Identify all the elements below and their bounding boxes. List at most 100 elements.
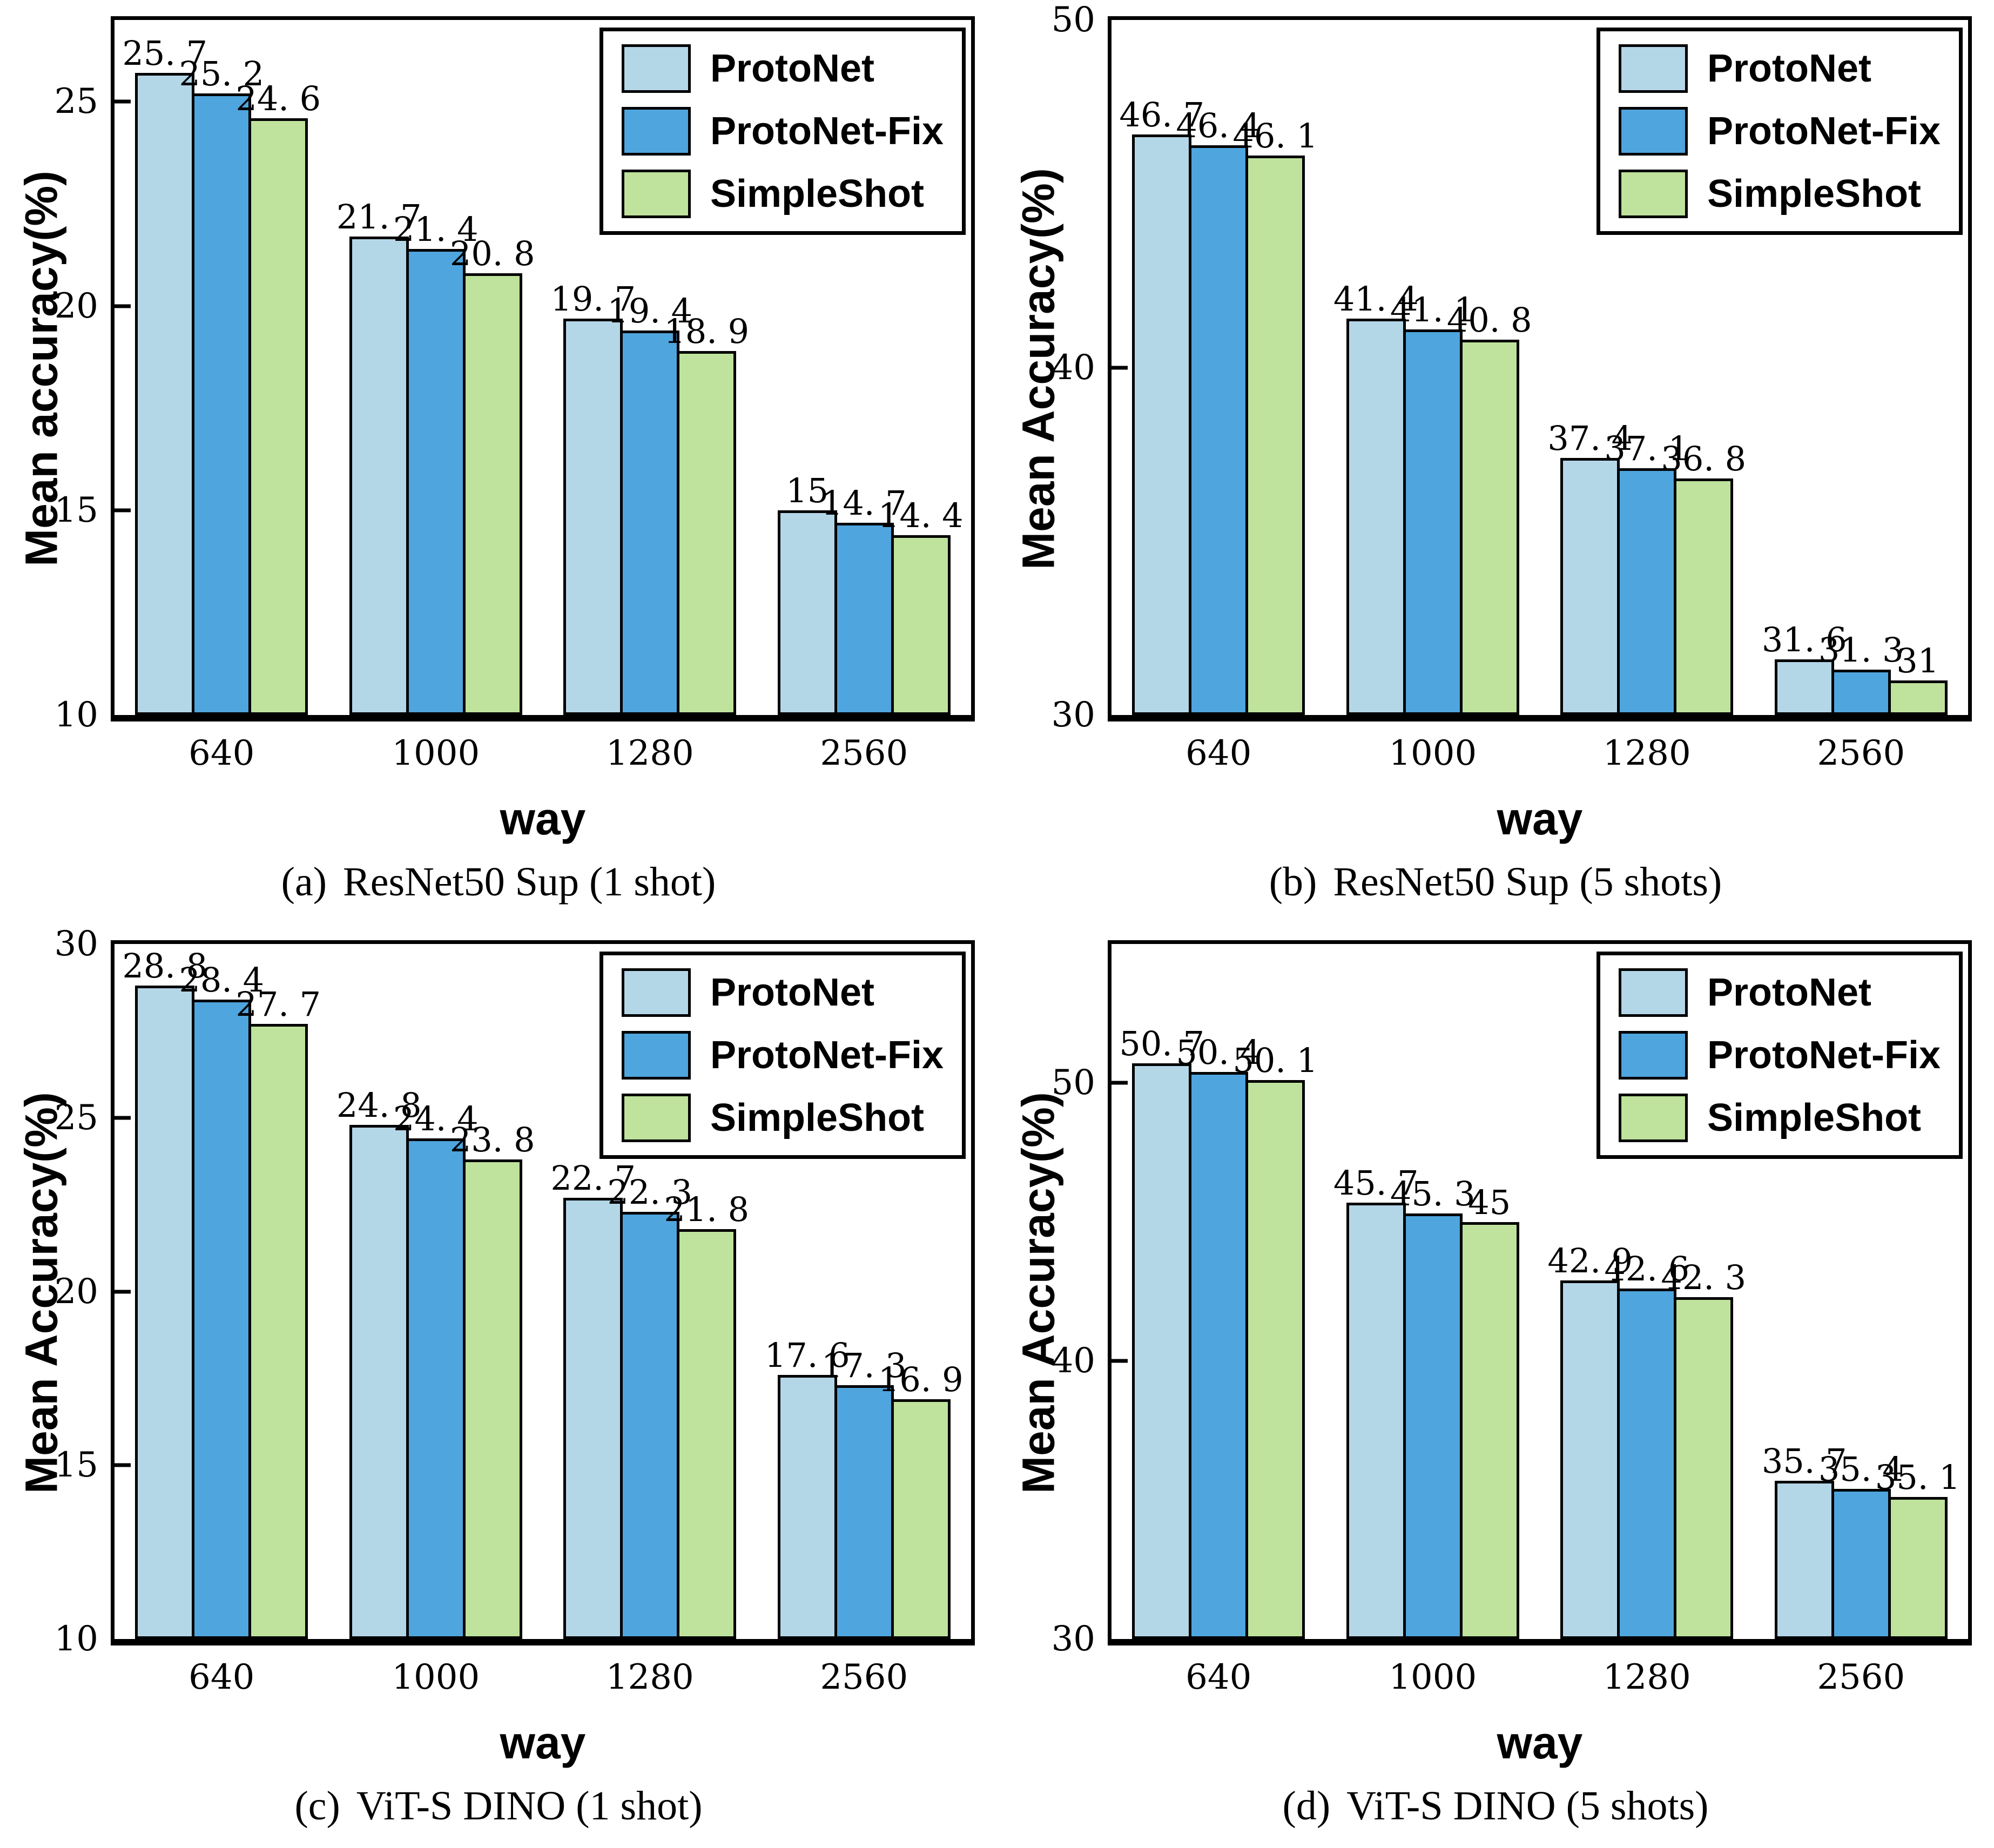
bar-group-1280: 42. 9 42. 6 42. 3 1280 <box>1540 944 1754 1697</box>
y-tick-label: 30 <box>1051 1619 1095 1659</box>
bar-protonet-640: 50. 7 <box>1119 1027 1204 1639</box>
bar-protonet-fix-1280: 42. 6 <box>1604 1252 1689 1639</box>
bar-value-label: 45 <box>1468 1182 1511 1222</box>
bar-group-2560: 31. 6 31. 3 31 2560 <box>1754 20 1969 773</box>
bar-simpleshot-1000: 45 <box>1459 1185 1519 1639</box>
y-tick-label: 15 <box>54 490 98 531</box>
legend-label: ProtoNet-Fix <box>710 1034 944 1077</box>
bar-value-label: 24. 4 <box>393 1099 479 1139</box>
chart-panel-a: Mean accuracy(%) ProtoNet ProtoNet-Fix S… <box>0 0 997 924</box>
legend-label: ProtoNet <box>710 47 874 90</box>
legend-label: ProtoNet-Fix <box>1707 110 1941 153</box>
bar-simpleshot-640: 27. 7 <box>235 988 321 1639</box>
bar-protonet-1280: 42. 9 <box>1547 1244 1633 1639</box>
bar-protonet-1280: 22. 7 <box>550 1161 636 1639</box>
bar-group-1280: 19. 7 19. 4 18. 9 1280 <box>543 20 757 773</box>
bar-value-label: 15 <box>786 471 829 511</box>
legend-label: SimpleShot <box>1707 1096 1922 1139</box>
y-tick <box>114 1116 131 1120</box>
bar-group-1000: 41. 4 41. 1 40. 8 1000 <box>1326 20 1540 773</box>
bar-simpleshot-2560: 16. 9 <box>878 1363 964 1639</box>
y-tick <box>114 1290 131 1293</box>
bar-protonet-1280: 19. 7 <box>550 282 636 715</box>
caption: (b) ResNet50 Sup (5 shots) <box>997 859 1994 906</box>
bar-value-label: 20. 8 <box>449 234 535 274</box>
bar-protonet-fix-640: 46. 4 <box>1176 109 1261 715</box>
legend-item-protonet-fix: ProtoNet-Fix <box>622 107 944 156</box>
caption-text: ViT-S DINO (1 shot) <box>356 1783 703 1829</box>
bar-protonet-640: 25. 7 <box>122 37 207 715</box>
y-axis-label: Mean accuracy(%) <box>16 171 67 567</box>
legend-item-protonet: ProtoNet <box>1619 44 1941 93</box>
y-tick-label: 40 <box>1051 347 1095 388</box>
bar-value-label: 24. 8 <box>336 1085 422 1125</box>
bar-value-label: 14. 4 <box>878 495 964 535</box>
bar-protonet-1280: 37. 4 <box>1547 421 1633 715</box>
x-axis-label: way <box>500 1717 586 1768</box>
x-tick-label: 640 <box>1185 733 1252 773</box>
y-axis-label: Mean Accuracy(%) <box>1013 1092 1064 1494</box>
bar-protonet-fix-1280: 37. 1 <box>1604 432 1689 715</box>
bar-simpleshot-640: 24. 6 <box>235 82 321 715</box>
bar-value-label: 50. 7 <box>1119 1024 1205 1064</box>
legend-item-protonet-fix: ProtoNet-Fix <box>1619 1031 1941 1080</box>
caption-index: (c) <box>294 1783 340 1829</box>
chart-panel-d: Mean Accuracy(%) ProtoNet ProtoNet-Fix S… <box>997 924 1994 1848</box>
bar-value-label: 24. 6 <box>235 78 321 118</box>
y-tick <box>114 304 131 308</box>
bar-value-label: 50. 1 <box>1232 1041 1318 1081</box>
bar-value-label: 36. 8 <box>1661 439 1747 479</box>
x-axis-label: way <box>1497 1717 1583 1768</box>
bar-simpleshot-1000: 20. 8 <box>450 237 535 715</box>
bar-group-1000: 45. 7 45. 3 45 1000 <box>1326 944 1540 1697</box>
simpleshot-swatch <box>1619 170 1688 218</box>
bar-group-1000: 24. 8 24. 4 23. 8 1000 <box>329 944 543 1697</box>
y-tick-label: 10 <box>54 1619 98 1659</box>
bar-value-label: 41. 4 <box>1333 279 1419 319</box>
y-tick <box>1111 1359 1128 1363</box>
bar-value-label: 25. 7 <box>122 33 208 73</box>
bar-value-label: 42. 6 <box>1604 1249 1690 1289</box>
y-tick-label: 40 <box>1051 1341 1095 1381</box>
bar-value-label: 37. 4 <box>1547 418 1633 458</box>
plot-area: ProtoNet ProtoNet-Fix SimpleShot 30 40 50 5… <box>1052 940 1972 1697</box>
bar-value-label: 19. 4 <box>607 291 693 331</box>
y-tick <box>1111 366 1128 369</box>
bar-protonet-fix-1000: 41. 1 <box>1390 293 1476 715</box>
protonet-fix-swatch <box>622 107 691 156</box>
plot-area: ProtoNet ProtoNet-Fix SimpleShot 30 40 50 4… <box>1052 3 1972 773</box>
bar-group-2560: 35. 7 35. 4 35. 1 2560 <box>1754 944 1969 1697</box>
bar-value-label: 28. 4 <box>179 960 265 1000</box>
bar-simpleshot-2560: 14. 4 <box>878 498 964 715</box>
bar-protonet-2560: 15 <box>777 474 837 715</box>
y-tick-label: 50 <box>1051 1063 1095 1103</box>
bar-value-label: 21. 7 <box>336 197 422 237</box>
legend-label: ProtoNet <box>1707 971 1871 1014</box>
bar-group-1280: 22. 7 22. 3 21. 8 1280 <box>543 944 757 1697</box>
bar-simpleshot-2560: 35. 1 <box>1875 1461 1961 1639</box>
protonet-swatch <box>622 44 691 93</box>
bar-simpleshot-1000: 40. 8 <box>1447 303 1532 715</box>
x-tick-label: 1280 <box>605 733 694 773</box>
y-tick <box>114 1463 131 1467</box>
x-axis-label: way <box>1497 793 1583 844</box>
x-tick-label: 2560 <box>1817 733 1905 773</box>
bar-protonet-fix-2560: 14. 7 <box>821 487 907 715</box>
simpleshot-swatch <box>622 1094 691 1142</box>
bar-value-label: 27. 7 <box>235 984 321 1024</box>
bar-value-label: 21. 8 <box>664 1189 750 1229</box>
legend-item-simpleshot: SimpleShot <box>1619 1094 1941 1142</box>
x-tick-label: 1000 <box>1389 1657 1477 1697</box>
legend-item-protonet-fix: ProtoNet-Fix <box>622 1031 944 1080</box>
bar-simpleshot-1280: 18. 9 <box>664 315 749 715</box>
legend-item-protonet: ProtoNet <box>1619 968 1941 1017</box>
legend-item-protonet: ProtoNet <box>622 44 944 93</box>
bar-protonet-fix-640: 50. 4 <box>1176 1035 1261 1639</box>
y-tick-label: 10 <box>54 695 98 735</box>
bar-group-1000: 21. 7 21. 4 20. 8 1000 <box>329 20 543 773</box>
x-tick-label: 640 <box>188 1657 255 1697</box>
bar-value-label: 22. 3 <box>607 1172 693 1212</box>
legend-item-simpleshot: SimpleShot <box>1619 170 1941 218</box>
protonet-swatch <box>1619 44 1688 93</box>
